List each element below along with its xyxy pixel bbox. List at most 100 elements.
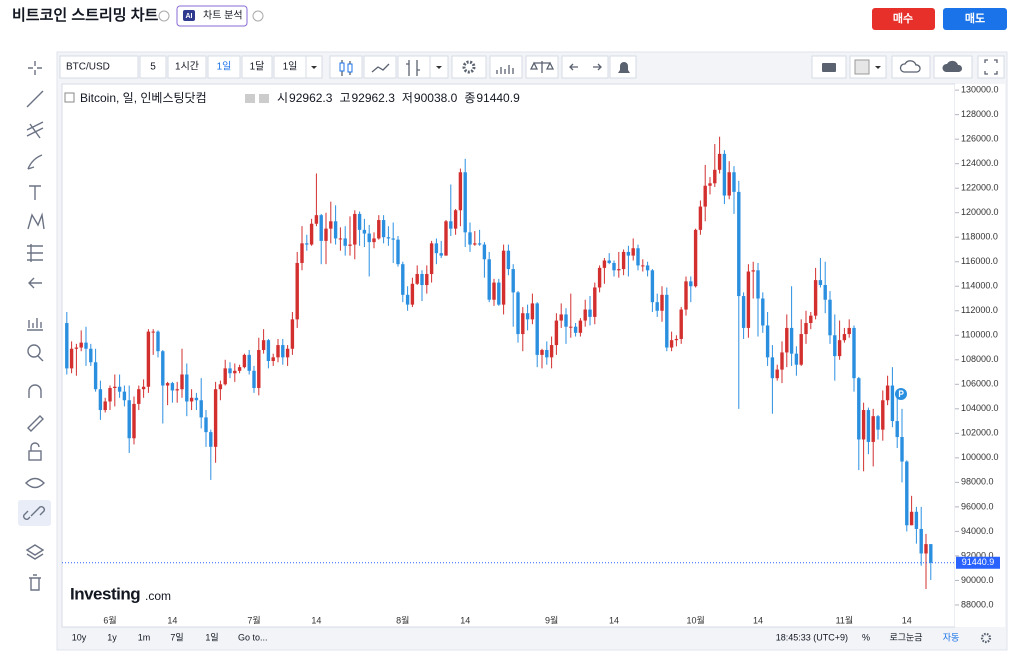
link-tool[interactable] [23, 506, 45, 520]
candle-body [237, 367, 242, 371]
text-tool[interactable] [29, 185, 41, 200]
goto-button[interactable]: Go to... [238, 632, 268, 642]
layers-tool[interactable] [25, 544, 45, 560]
candle-body [919, 528, 923, 554]
visibility-tool[interactable] [25, 477, 45, 489]
cloud-icon [942, 60, 963, 72]
candle-body [751, 270, 755, 272]
magnet-tool[interactable] [28, 384, 42, 398]
auto-toggle[interactable]: 자동 [943, 632, 960, 642]
interval-button[interactable] [139, 55, 167, 79]
y-tick-label: 124000.0 [961, 158, 999, 168]
fib-tool[interactable] [26, 121, 44, 139]
y-tick-label: 106000.0 [961, 379, 999, 389]
candle-body [684, 281, 688, 310]
candle-body [823, 285, 827, 300]
candle-body [492, 282, 496, 300]
y-tick-label: 110000.0 [961, 330, 998, 340]
x-tick-label: 14 [902, 615, 912, 625]
candle-body [434, 243, 439, 254]
settings-button[interactable] [451, 55, 487, 79]
interval-button[interactable] [241, 55, 273, 79]
candle-body [98, 389, 103, 411]
range-button[interactable]: 1m [138, 632, 151, 642]
interval: 1달 [250, 61, 265, 73]
lock-tool[interactable] [28, 450, 42, 461]
sell-button[interactable] [943, 8, 1007, 30]
candle-body [876, 416, 880, 430]
symbol-input[interactable] [59, 55, 139, 79]
candle-body [396, 239, 400, 265]
candle-body [895, 421, 899, 438]
settings-icon[interactable] [980, 632, 992, 644]
range-button[interactable]: 10y [72, 632, 87, 642]
undo-icon [569, 63, 602, 71]
candle-body [276, 345, 280, 358]
info-icon[interactable] [158, 10, 170, 22]
range-button[interactable]: 1y [107, 632, 117, 642]
candle-body [487, 259, 491, 300]
candle-body [789, 327, 794, 354]
brush-tool[interactable] [27, 154, 43, 170]
load-button[interactable] [891, 55, 931, 79]
measure-tool[interactable] [27, 318, 43, 331]
camera-icon [822, 63, 836, 72]
line-icon [371, 63, 390, 73]
range-button[interactable]: 1일 [205, 632, 218, 642]
x-tick-label: 8월 [396, 614, 409, 625]
x-tick-label: 14 [167, 615, 177, 625]
trendline-tool[interactable] [26, 90, 44, 108]
undo-redo[interactable] [561, 55, 609, 79]
info-icon[interactable] [252, 10, 264, 22]
buy-button[interactable] [872, 8, 935, 30]
candle-body [137, 389, 141, 404]
y-tick-label: 120000.0 [961, 207, 999, 217]
candle-body [621, 251, 626, 270]
candle-body [103, 401, 107, 411]
candle-body [597, 267, 602, 288]
candle-body [722, 153, 727, 196]
candle-body [185, 374, 189, 402]
candle-body [756, 270, 760, 299]
candle-body [525, 313, 530, 320]
fullscreen-button[interactable] [977, 55, 1005, 79]
prediction-tool[interactable] [27, 244, 43, 262]
interval: 1시간 [175, 61, 199, 73]
candle-body [765, 325, 770, 358]
interval-button[interactable] [167, 55, 207, 79]
candle-body [506, 250, 511, 270]
chart-type-button[interactable] [329, 55, 363, 79]
percent-toggle[interactable]: % [862, 632, 870, 642]
candle-body [861, 410, 866, 440]
candle-body [665, 294, 669, 348]
candle-body [713, 169, 717, 184]
candle-body [367, 233, 371, 243]
candle-body [420, 273, 424, 286]
trash-tool[interactable] [29, 574, 41, 591]
area-button[interactable] [363, 55, 397, 79]
candle-body [213, 389, 218, 447]
interval: 1일 [283, 61, 298, 73]
candle-body [65, 323, 69, 369]
interval-button-active[interactable] [207, 55, 241, 79]
back-tool[interactable] [28, 277, 42, 289]
candle-body [693, 229, 698, 287]
y-tick-label: 108000.0 [961, 354, 999, 364]
pencil-lock-tool[interactable] [27, 415, 44, 432]
candle-body [593, 287, 597, 317]
studies-button[interactable] [489, 55, 523, 79]
candle-body [650, 270, 655, 303]
candle-body [564, 314, 568, 327]
pattern-tool[interactable] [27, 212, 45, 230]
indicator-button[interactable] [397, 55, 431, 79]
zoom-tool[interactable] [27, 344, 41, 358]
candle-body [290, 319, 295, 349]
y-tick-label: 94000.0 [961, 526, 994, 536]
crosshair-tool[interactable] [28, 61, 42, 75]
zoom-tool-handle [37, 355, 44, 362]
candle-body [809, 315, 813, 324]
candle-body [866, 410, 871, 442]
collapse-icon[interactable] [64, 92, 75, 103]
log-toggle[interactable]: 로그눈금 [889, 632, 922, 642]
range-button[interactable]: 7일 [170, 632, 183, 642]
